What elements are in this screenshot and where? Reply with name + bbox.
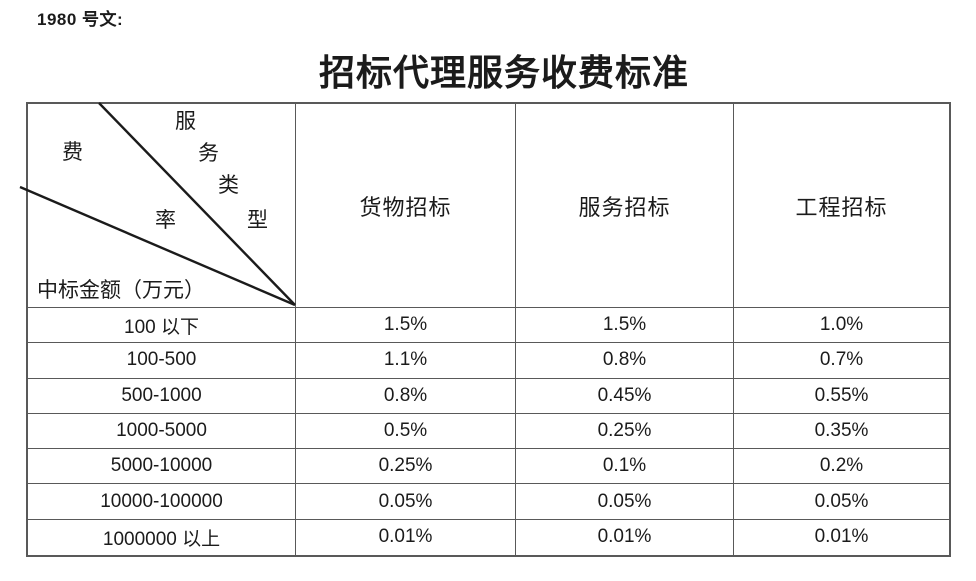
rate-goods: 0.8% [296, 378, 516, 414]
rate-services: 0.25% [516, 413, 734, 450]
rate-services: 0.8% [516, 343, 734, 379]
column-header-works-bidding: 工程招标 [734, 104, 949, 308]
rate-goods: 0.01% [296, 519, 516, 555]
rate-goods: 0.05% [296, 484, 516, 520]
doc-ref-label: 1980 号文: [37, 10, 124, 29]
row-amount-label: 1000-5000 [28, 413, 296, 450]
rate-services: 0.05% [516, 484, 734, 520]
row-amount-label: 500-1000 [28, 378, 296, 414]
page-title: 招标代理服务收费标准 [318, 52, 689, 94]
rate-goods: 1.1% [296, 343, 516, 379]
row-amount-label: 10000-100000 [28, 484, 296, 520]
rate-works: 0.01% [814, 526, 869, 548]
rate-works: 0.7% [734, 343, 949, 379]
rate-services: 0.1% [516, 449, 734, 485]
rate-goods: 0.25% [296, 449, 516, 485]
rate-services: 0.01% [516, 519, 734, 555]
rate-goods: 0.5% [296, 413, 516, 450]
fee-standard-table: 服 务 类 型 费 率 中标金额（万元） 货物招标 服务招标 工程招标 100 … [26, 102, 951, 557]
service-type-char: 类 [218, 173, 239, 197]
row-amount-label: 100-500 [28, 343, 296, 379]
row-amount-label: 1000000 以上 [28, 519, 296, 555]
row-amount-label: 5000-10000 [28, 449, 296, 485]
rate-works: 1.0% [734, 308, 949, 344]
rate-works: 0.2% [734, 449, 949, 485]
column-header-services-bidding: 服务招标 [516, 104, 734, 308]
corner-amount-label: 中标金额（万元） [37, 278, 205, 302]
fee-rate-char: 率 [155, 208, 176, 232]
rate-goods: 1.5% [296, 308, 516, 344]
rate-works: 0.05% [734, 484, 949, 520]
rate-works: 0.35% [734, 414, 949, 450]
rate-works: 0.55% [734, 379, 949, 414]
column-header-goods-bidding: 货物招标 [296, 104, 516, 308]
row-amount-label: 100 以下 [28, 308, 296, 344]
service-type-char: 型 [247, 208, 268, 232]
rate-services: 0.45% [516, 378, 734, 414]
rate-services: 1.5% [516, 308, 734, 344]
fee-rate-char: 费 [62, 140, 83, 164]
service-type-char: 务 [198, 141, 219, 165]
corner-header-cell: 服 务 类 型 费 率 中标金额（万元） [28, 104, 296, 308]
service-type-char: 服 [175, 109, 196, 133]
